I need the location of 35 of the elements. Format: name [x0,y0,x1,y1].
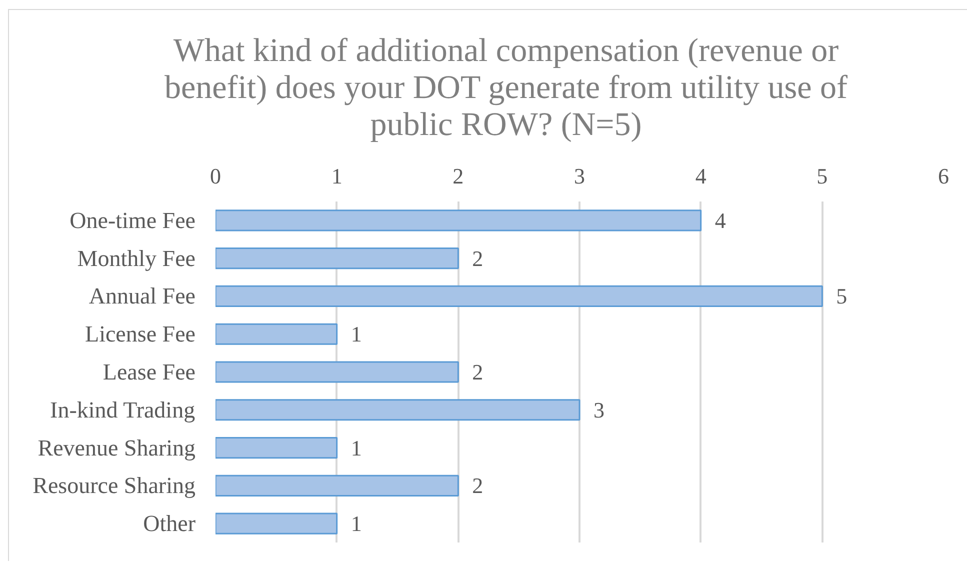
data-label: 2 [472,246,484,271]
bar [216,285,823,308]
y-tick-label: Lease Fee [102,360,196,384]
bar [216,323,338,345]
x-tick-label: 1 [331,164,342,188]
data-label: 3 [594,397,604,422]
x-tick-label: 3 [574,164,585,188]
data-label: 4 [714,208,726,233]
x-tick-label: 2 [452,164,464,188]
x-tick-label: 6 [938,164,949,188]
data-label: 1 [350,511,362,536]
y-tick-label: Resource Sharing [32,473,196,498]
x-tick-label: 4 [695,164,706,188]
bar [216,361,459,383]
y-tick-label: Other [143,511,196,536]
data-label: 1 [350,435,362,460]
x-tick-label: 0 [210,164,221,188]
bar [216,512,338,534]
y-tick-label: In-kind Trading [50,397,196,422]
chart-title: What kind of additional compensation (revenue or benefit) does your DOT generate from utility use of public ROW? (N=5) [164,33,848,144]
data-label: 1 [350,322,362,347]
y-tick-label: Annual Fee [88,284,196,309]
y-tick-label: One-time Fee [70,208,196,233]
bar [216,210,702,232]
data-label: 5 [836,284,848,309]
data-label: 2 [472,473,484,498]
bar [216,399,580,421]
x-tick-label: 5 [816,164,828,188]
data-label: 2 [472,360,484,384]
bar [216,436,338,459]
y-tick-label: Revenue Sharing [38,435,196,460]
y-tick-label: Monthly Fee [77,246,196,271]
bar [216,474,459,496]
bar [216,248,459,270]
y-tick-label: License Fee [85,322,196,347]
